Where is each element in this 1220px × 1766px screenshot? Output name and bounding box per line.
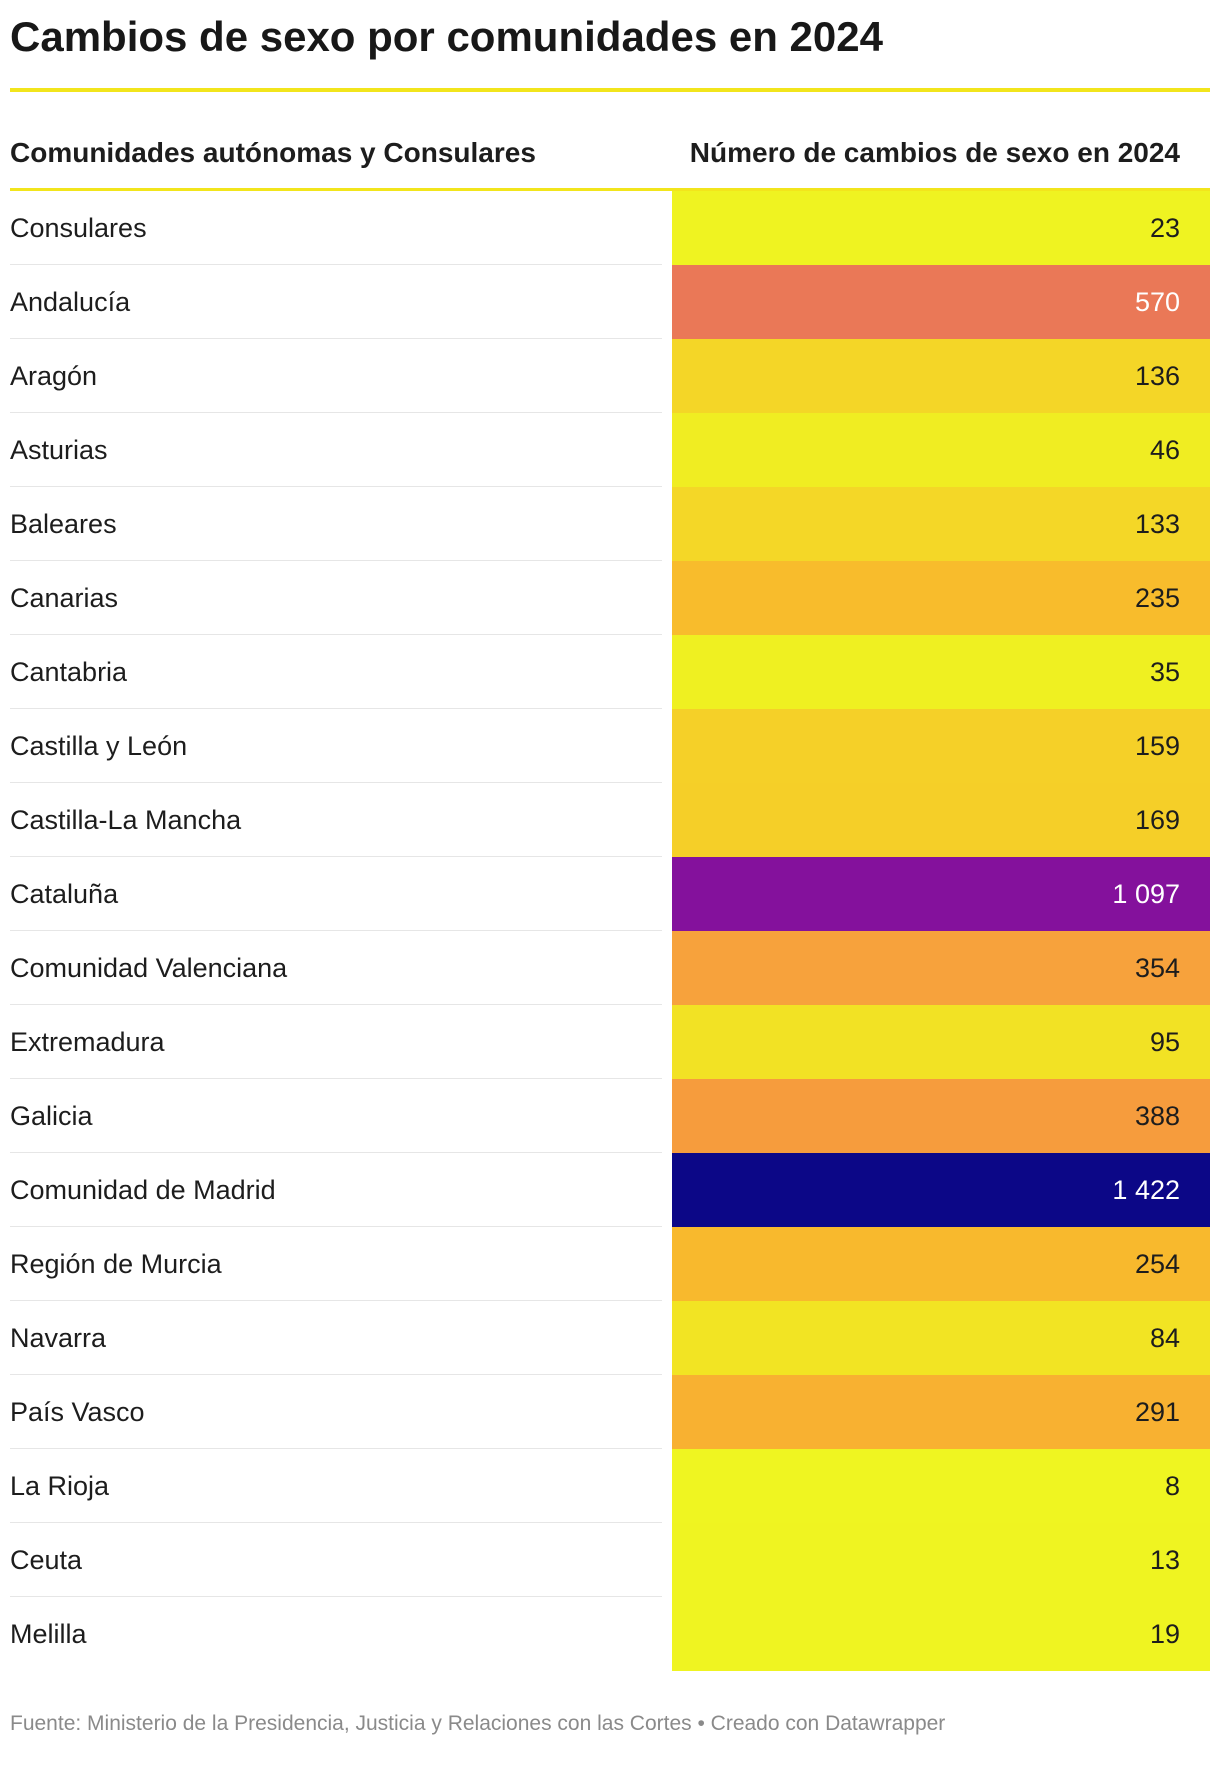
count-value-cell: 13 (672, 1523, 1210, 1597)
count-value-cell: 95 (672, 1005, 1210, 1079)
region-name-cell: Región de Murcia (10, 1227, 663, 1301)
count-value-cell: 1 422 (672, 1153, 1210, 1227)
count-value-cell: 254 (672, 1227, 1210, 1301)
count-value-cell: 84 (672, 1301, 1210, 1375)
data-table: Comunidades autónomas y Consulares Númer… (10, 88, 1210, 1671)
region-name-cell: Galicia (10, 1079, 663, 1153)
count-value-cell: 159 (672, 709, 1210, 783)
chart-title: Cambios de sexo por comunidades en 2024 (10, 13, 883, 60)
region-name-cell: Cataluña (10, 857, 663, 931)
table-row: Andalucía 570 (10, 265, 1210, 339)
column-header-count[interactable]: Número de cambios de sexo en 2024 (689, 137, 1180, 168)
source-footer: Fuente: Ministerio de la Presidencia, Ju… (10, 1712, 946, 1735)
table-row: Castilla y León 159 (10, 709, 1210, 783)
region-name-cell: Consulares (10, 191, 663, 265)
count-value-cell: 354 (672, 931, 1210, 1005)
region-name-cell: Baleares (10, 487, 663, 561)
count-value-cell: 19 (672, 1597, 1210, 1671)
count-value-cell: 35 (672, 635, 1210, 709)
table-row: Comunidad Valenciana 354 (10, 931, 1210, 1005)
table-row: Castilla-La Mancha 169 (10, 783, 1210, 857)
region-name-cell: País Vasco (10, 1375, 663, 1449)
table-row: País Vasco 291 (10, 1375, 1210, 1449)
region-name-cell: Cantabria (10, 635, 663, 709)
column-header-region[interactable]: Comunidades autónomas y Consulares (10, 137, 536, 168)
region-name-cell: Castilla-La Mancha (10, 783, 663, 857)
table-row: Consulares 23 (10, 191, 1210, 265)
count-value-cell: 133 (672, 487, 1210, 561)
count-value-cell: 136 (672, 339, 1210, 413)
table-row: Aragón 136 (10, 339, 1210, 413)
region-name-cell: Navarra (10, 1301, 663, 1375)
table-row: Navarra 84 (10, 1301, 1210, 1375)
region-name-cell: Ceuta (10, 1523, 663, 1597)
region-name-cell: Comunidad de Madrid (10, 1153, 663, 1227)
table-body: Consulares 23 Andalucía 570 Aragón 136 Asturia… (10, 191, 1210, 1671)
region-name-cell: Comunidad Valenciana (10, 931, 663, 1005)
region-name-cell: Canarias (10, 561, 663, 635)
table-row: Comunidad de Madrid 1 422 (10, 1153, 1210, 1227)
table-row: Ceuta 13 (10, 1523, 1210, 1597)
table-row: Asturias 46 (10, 413, 1210, 487)
table-row: Baleares 133 (10, 487, 1210, 561)
count-value-cell: 23 (672, 191, 1210, 265)
region-name-cell: La Rioja (10, 1449, 663, 1523)
region-name-cell: Extremadura (10, 1005, 663, 1079)
count-value-cell: 1 097 (672, 857, 1210, 931)
count-value-cell: 235 (672, 561, 1210, 635)
count-value-cell: 570 (672, 265, 1210, 339)
region-name-cell: Aragón (10, 339, 663, 413)
table-header: Comunidades autónomas y Consulares Númer… (10, 88, 1210, 191)
region-name-cell: Andalucía (10, 265, 663, 339)
count-value-cell: 46 (672, 413, 1210, 487)
count-value-cell: 388 (672, 1079, 1210, 1153)
table-row: Melilla 19 (10, 1597, 1210, 1671)
count-value-cell: 8 (672, 1449, 1210, 1523)
table-row: Cataluña 1 097 (10, 857, 1210, 931)
table-row: Región de Murcia 254 (10, 1227, 1210, 1301)
table-row: Cantabria 35 (10, 635, 1210, 709)
count-value-cell: 169 (672, 783, 1210, 857)
count-value-cell: 291 (672, 1375, 1210, 1449)
region-name-cell: Castilla y León (10, 709, 663, 783)
table-row: Extremadura 95 (10, 1005, 1210, 1079)
table-row: La Rioja 8 (10, 1449, 1210, 1523)
region-name-cell: Asturias (10, 413, 663, 487)
region-name-cell: Melilla (10, 1619, 87, 1649)
table-row: Galicia 388 (10, 1079, 1210, 1153)
table-row: Canarias 235 (10, 561, 1210, 635)
